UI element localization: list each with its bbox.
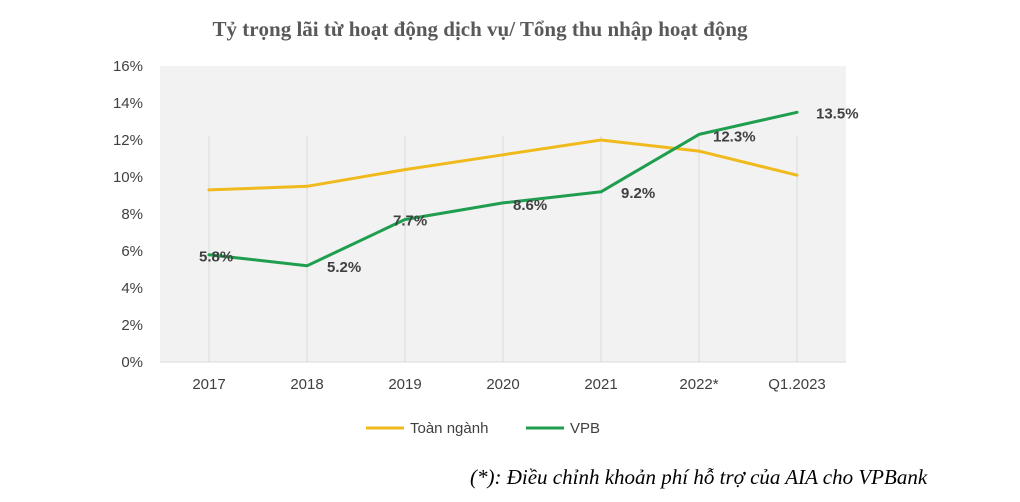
y-tick-label: 8% bbox=[121, 206, 143, 223]
axes: 0% 2% 4% 6% 8% 10% 12% 14% 16% 2017 2018 2019 2020 20… bbox=[113, 58, 846, 393]
x-tick-label: 2022* bbox=[679, 376, 718, 393]
data-label: 7.7% bbox=[393, 213, 427, 230]
x-tick-label: Q1.2023 bbox=[768, 376, 826, 393]
y-tick-label: 10% bbox=[113, 169, 143, 186]
data-label: 5.2% bbox=[327, 259, 361, 276]
grid bbox=[208, 136, 798, 362]
y-tick-label: 16% bbox=[113, 58, 143, 75]
data-label: 8.6% bbox=[513, 197, 547, 214]
chart-title: Tỷ trọng lãi từ hoạt động dịch vụ/ Tổng … bbox=[212, 17, 748, 41]
y-tick-label: 14% bbox=[113, 95, 143, 112]
x-tick-label: 2019 bbox=[388, 376, 421, 393]
x-tick-label: 2020 bbox=[486, 376, 519, 393]
y-tick-label: 4% bbox=[121, 280, 143, 297]
legend: Toàn ngành VPB bbox=[366, 420, 600, 437]
footnote: (*): Điều chỉnh khoản phí hỗ trợ của AIA… bbox=[470, 465, 928, 489]
data-label: 5.8% bbox=[199, 249, 233, 266]
series-line-1 bbox=[207, 110, 799, 268]
x-tick-label: 2018 bbox=[290, 376, 323, 393]
legend-label: Toàn ngành bbox=[410, 420, 488, 437]
data-labels: 5.8% 5.2% 7.7% 8.6% 9.2% 12.3% 13.5% bbox=[199, 105, 859, 276]
x-tick-label: 2017 bbox=[192, 376, 225, 393]
y-tick-label: 0% bbox=[121, 354, 143, 371]
series-lines bbox=[207, 110, 799, 268]
y-tick-label: 6% bbox=[121, 243, 143, 260]
data-label: 9.2% bbox=[621, 185, 655, 202]
y-tick-label: 12% bbox=[113, 132, 143, 149]
x-tick-label: 2021 bbox=[584, 376, 617, 393]
series-line-0 bbox=[207, 138, 799, 192]
data-label: 13.5% bbox=[816, 105, 859, 122]
y-tick-label: 2% bbox=[121, 317, 143, 334]
legend-label: VPB bbox=[570, 420, 600, 437]
data-label: 12.3% bbox=[713, 128, 756, 145]
